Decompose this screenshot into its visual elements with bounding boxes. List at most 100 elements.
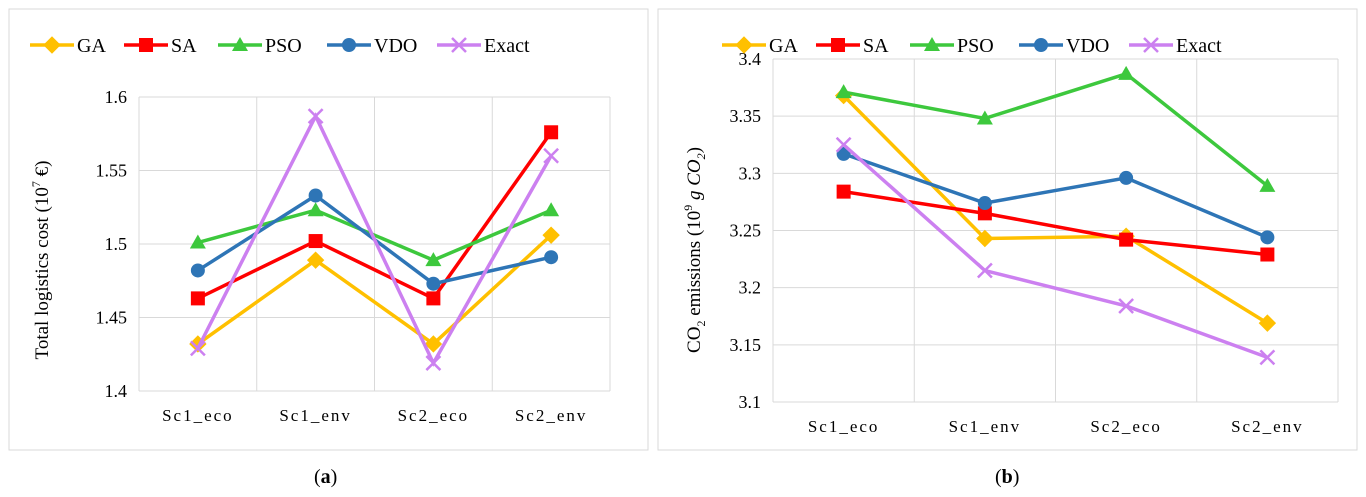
chart-a-y-axis-label: Total logistics cost (107 €)	[29, 161, 53, 360]
data-point-ga	[424, 335, 443, 353]
legend-item-pso: PSO	[910, 35, 994, 57]
data-point-vdo	[836, 146, 851, 161]
x-tick-label: Sc1_env	[949, 417, 1022, 436]
series-line-ga	[842, 94, 1269, 325]
y-tick-label: 1.45	[96, 308, 128, 328]
data-point-pso	[543, 202, 560, 217]
data-point-ga	[1258, 314, 1277, 332]
data-point-vdo	[426, 276, 441, 291]
legend-label: SA	[171, 35, 197, 57]
legend-item-vdo: VDO	[1019, 35, 1109, 57]
data-point-pso	[189, 234, 206, 249]
legend-item-pso: PSO	[218, 35, 302, 57]
data-point-exact	[189, 340, 206, 357]
caption-a: (a)	[314, 466, 338, 488]
y-tick-label: 3.1	[739, 392, 762, 412]
legend-marker-ga	[43, 36, 61, 54]
y-tick-label: 1.55	[96, 161, 128, 181]
series-line-pso	[843, 71, 1269, 188]
legend-marker-sa	[139, 38, 153, 52]
y-tick-label: 1.5	[105, 234, 128, 254]
chart-b: 3.13.153.23.253.33.353.4 Sc1_eco Sc1_env S…	[657, 8, 1358, 451]
legend-marker-exact	[451, 37, 467, 53]
chart-b-y-ticks: 3.1 3.15 3.2 3.25 3.3 3.35 3.4	[730, 49, 762, 412]
data-point-vdo	[308, 188, 323, 203]
chart-b-legend: GA SA PSO VDO Exact	[722, 35, 1222, 57]
data-point-sa	[426, 291, 441, 306]
series-line-sa	[843, 189, 1268, 257]
legend-marker-pso	[232, 37, 248, 51]
data-point-exact	[976, 262, 993, 279]
series-exact	[189, 108, 560, 371]
legend-marker-ga	[735, 36, 753, 54]
data-point-exact	[307, 108, 324, 124]
data-point-exact	[835, 136, 852, 153]
legend-label: GA	[77, 35, 106, 57]
data-point-sa	[977, 206, 992, 221]
chart-a-frame	[8, 8, 649, 451]
data-point-exact	[543, 147, 560, 164]
legend-item-ga: GA	[722, 35, 798, 57]
series-line-sa	[197, 131, 553, 301]
legend-label: GA	[769, 35, 798, 57]
data-point-sa	[190, 291, 205, 306]
x-tick-label: Sc1_env	[279, 406, 352, 425]
chart-a-x-ticks: Sc1_eco Sc1_env Sc2_eco Sc2_env	[162, 406, 585, 425]
y-tick-label: 3.4	[739, 49, 762, 69]
legend-label: PSO	[957, 35, 994, 57]
chart-b-y-axis-label: CO2 emissions (109 g CO2)	[681, 147, 708, 353]
chart-a-legend: GA SA PSO VDO Exact	[30, 35, 530, 57]
series-line-ga	[196, 233, 553, 347]
data-point-pso	[425, 252, 442, 267]
legend-label: VDO	[374, 35, 417, 57]
legend-item-ga: GA	[30, 35, 106, 57]
data-point-pso	[1118, 65, 1135, 80]
series-ga	[189, 226, 560, 353]
series-sa	[836, 184, 1275, 262]
data-point-sa	[1119, 232, 1134, 247]
y-tick-label: 3.25	[730, 221, 762, 241]
x-tick-label: Sc2_eco	[398, 406, 470, 425]
chart-a-series	[189, 108, 560, 371]
data-point-sa	[836, 184, 851, 199]
data-point-vdo	[1260, 230, 1275, 245]
chart-a-gridlines	[138, 96, 611, 392]
series-line-exact	[196, 112, 553, 367]
series-exact	[835, 136, 1276, 366]
legend-item-exact: Exact	[1129, 35, 1222, 57]
data-point-pso	[976, 110, 993, 125]
series-line-pso	[197, 208, 552, 263]
legend-label: PSO	[265, 35, 302, 57]
data-point-ga	[542, 226, 560, 244]
data-point-vdo	[190, 263, 205, 278]
data-point-sa	[308, 234, 323, 249]
legend-marker-exact	[1143, 37, 1159, 53]
y-tick-label: 1.4	[105, 381, 128, 401]
chart-a-y-ticks: 1.4 1.45 1.5 1.55 1.6	[96, 87, 128, 401]
series-line-vdo	[843, 152, 1269, 239]
legend-label: Exact	[1176, 35, 1222, 57]
legend-marker-sa	[831, 38, 845, 52]
chart-b-series	[834, 65, 1277, 366]
data-point-vdo	[544, 250, 559, 265]
data-point-vdo	[977, 196, 992, 211]
data-point-exact	[1259, 349, 1276, 366]
legend-item-sa: SA	[816, 35, 889, 57]
legend-label: VDO	[1066, 35, 1109, 57]
data-point-pso	[835, 84, 852, 99]
y-tick-label: 3.15	[730, 335, 762, 355]
x-tick-label: Sc1_eco	[162, 406, 234, 425]
data-point-vdo	[1119, 170, 1134, 185]
caption-b: (b)	[995, 466, 1020, 488]
data-point-exact	[1118, 298, 1135, 314]
data-point-pso	[307, 202, 324, 217]
y-tick-label: 1.6	[105, 87, 128, 107]
data-point-sa	[544, 125, 559, 140]
data-point-sa	[1260, 247, 1275, 262]
data-point-ga	[306, 251, 325, 269]
series-sa	[190, 125, 559, 306]
legend-marker-vdo	[1034, 38, 1048, 52]
legend-label: Exact	[484, 35, 530, 57]
y-tick-label: 3.2	[739, 278, 762, 298]
